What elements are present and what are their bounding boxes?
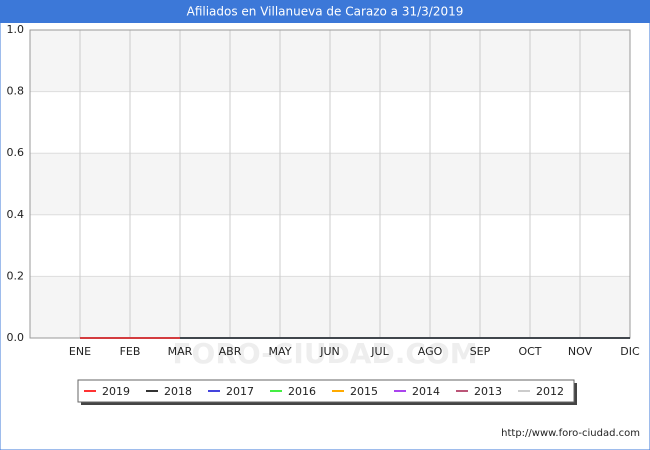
x-tick-label: JUL <box>370 345 389 358</box>
x-tick-label: ABR <box>219 345 242 358</box>
legend <box>77 379 575 403</box>
legend-label: 2013 <box>474 385 502 398</box>
y-tick-label: 0.8 <box>7 85 25 98</box>
y-tick-label: 0.4 <box>7 208 25 221</box>
legend-label: 2012 <box>536 385 564 398</box>
legend-label: 2014 <box>412 385 440 398</box>
y-tick-label: 0.2 <box>7 269 25 282</box>
source: http://www.foro-ciudad.com <box>501 428 640 439</box>
axes: 0.0 0.2 0.4 0.6 0.8 1.0 ENE FEB MAR ABR MAY JUN JUL A… <box>7 23 641 358</box>
y-tick-label: 0.6 <box>7 146 25 159</box>
x-tick-label: JUN <box>319 345 340 358</box>
x-tick-label: OCT <box>518 345 541 358</box>
legend-label: 2017 <box>226 385 254 398</box>
x-tick-label: MAR <box>168 345 193 358</box>
legend-label: 2019 <box>102 385 130 398</box>
x-tick-label: SEP <box>470 345 491 358</box>
title-bar <box>0 0 650 23</box>
x-tick-label: DIC <box>620 345 640 358</box>
watermark: FORO-CIUDAD.COM <box>172 337 477 370</box>
x-tick-label: ENE <box>69 345 91 358</box>
x-tick-label: MAY <box>269 345 292 358</box>
x-tick-label: AGO <box>418 345 443 358</box>
chart-title: Afiliados en Villanueva de Carazo a 31/3… <box>187 5 464 19</box>
y-tick-label: 0.0 <box>7 331 25 344</box>
legend-label: 2015 <box>350 385 378 398</box>
legend-label: 2016 <box>288 385 316 398</box>
legend-label: 2018 <box>164 385 192 398</box>
x-tick-label: FEB <box>120 345 141 358</box>
plot-area <box>30 29 631 339</box>
x-tick-label: NOV <box>568 345 593 358</box>
y-tick-label: 1.0 <box>7 23 25 36</box>
